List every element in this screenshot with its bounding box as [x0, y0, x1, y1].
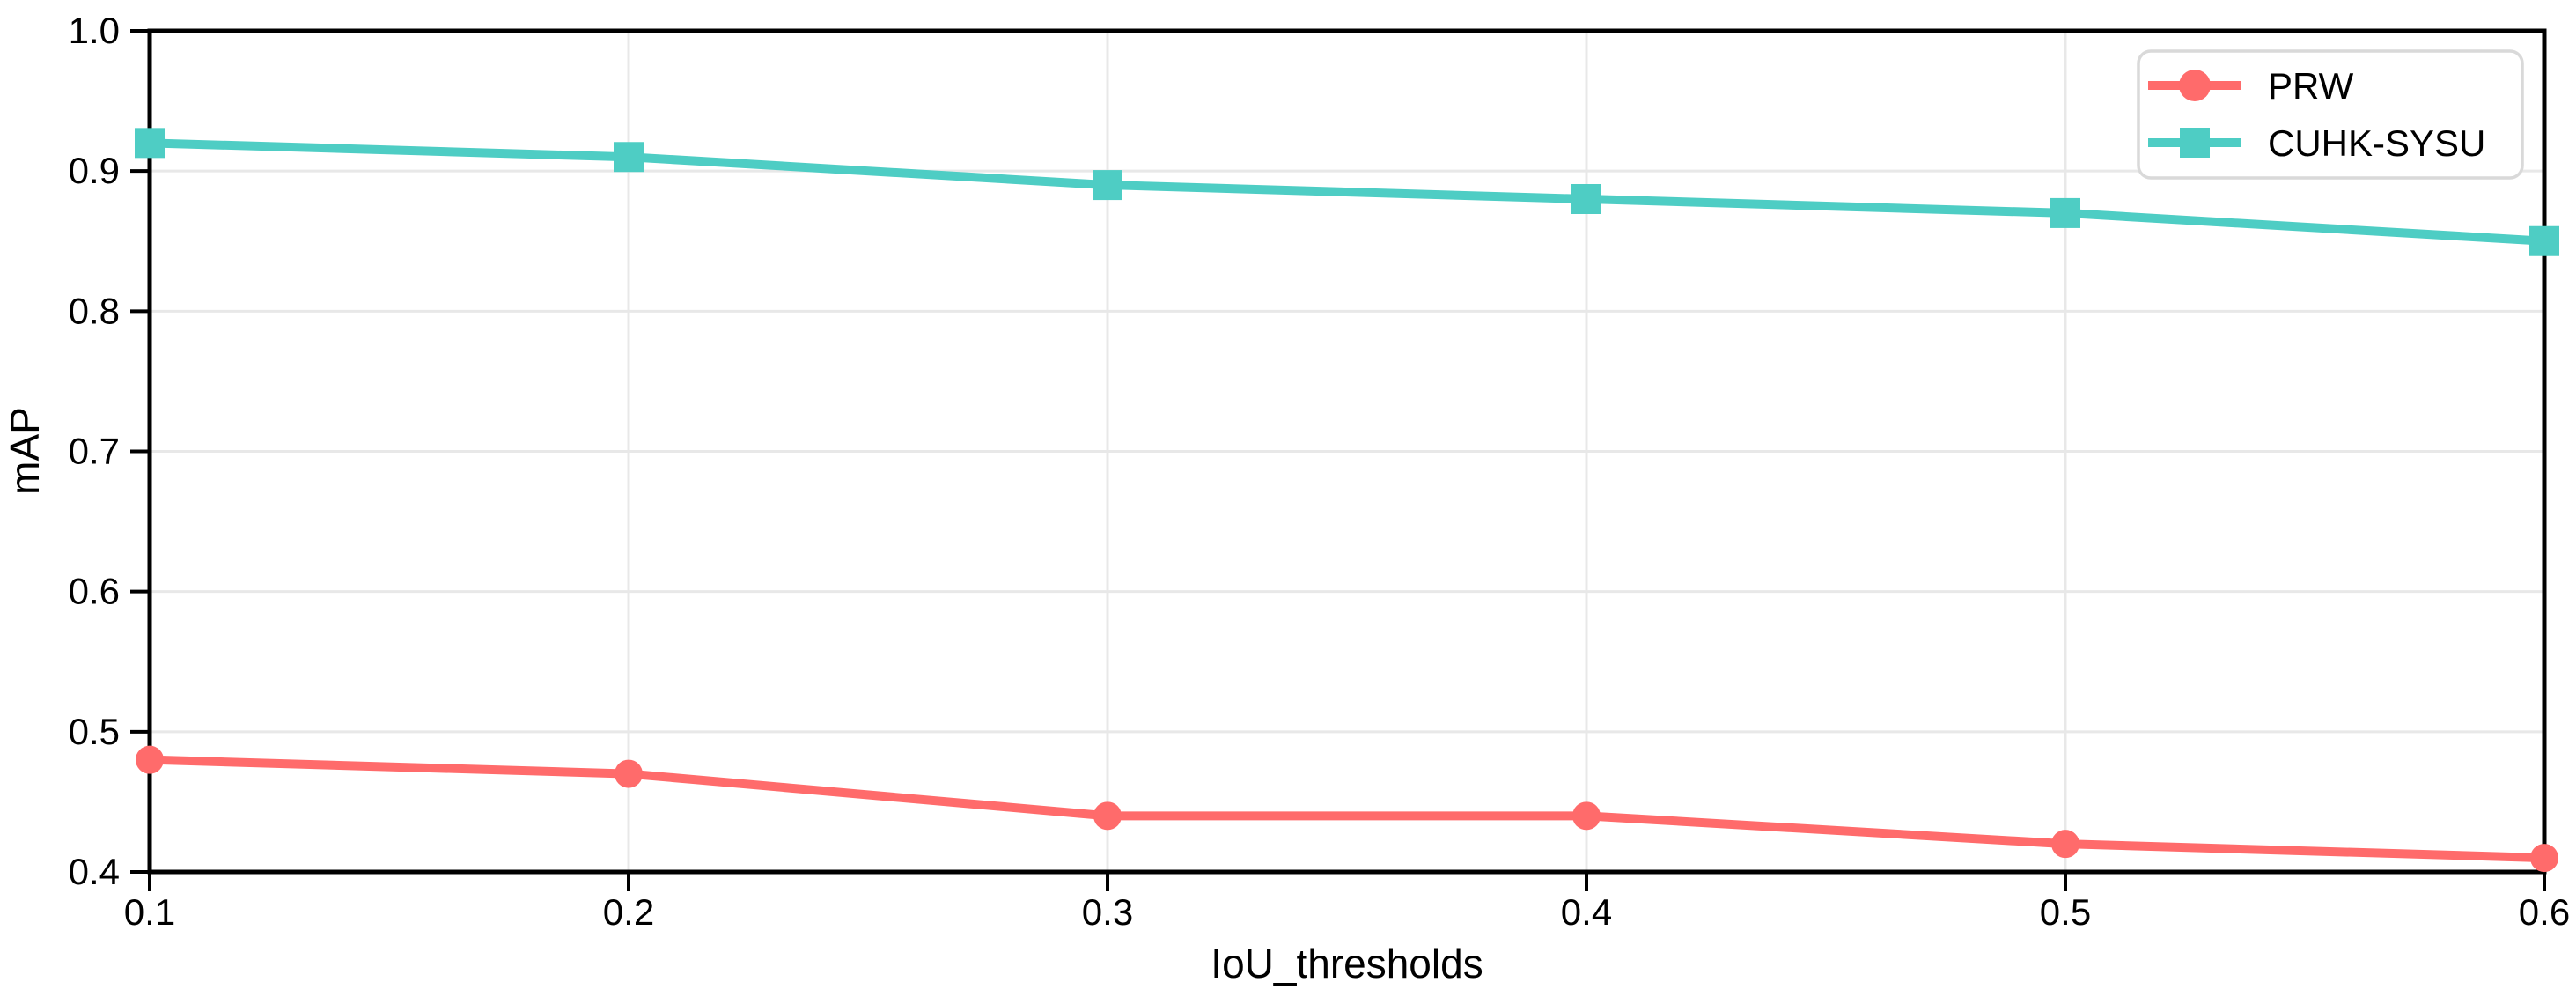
data-point-marker: [615, 759, 643, 788]
legend-item-CUHK-SYSU: CUHK-SYSU: [2148, 122, 2485, 164]
data-point-marker: [2050, 197, 2080, 228]
data-point-marker: [1093, 170, 1122, 201]
x-tick-label: 0.6: [2519, 891, 2570, 933]
data-point-marker: [1572, 801, 1601, 831]
y-axis-label: mAP: [2, 407, 48, 495]
legend-square-marker-icon: [2180, 128, 2210, 158]
axis-ticks: 0.1 0.2 0.3 0.4 0.5 0.6 0.4 0.5 0.6 0.7 0.8 0.9 1.0: [69, 10, 2571, 933]
y-tick-label: 1.0: [69, 10, 120, 51]
data-point-marker: [135, 128, 165, 159]
y-tick-label: 0.5: [69, 711, 120, 752]
data-series: [135, 128, 2559, 873]
data-point-marker: [1093, 801, 1122, 831]
data-point-marker: [2530, 844, 2558, 873]
y-tick-label: 0.6: [69, 571, 120, 612]
data-point-marker: [1571, 184, 1601, 214]
plot-border: [147, 28, 2547, 875]
series-line-PRW: [149, 755, 2545, 863]
y-tick-label: 0.7: [69, 431, 120, 472]
x-axis-label: IoU_thresholds: [1211, 941, 1483, 986]
data-point-marker: [2529, 225, 2559, 256]
legend-item-PRW: PRW: [2148, 65, 2354, 107]
x-tick-label: 0.3: [1082, 891, 1133, 933]
x-tick-label: 0.1: [124, 891, 175, 933]
data-point-marker: [614, 142, 644, 173]
data-point-marker: [2051, 830, 2079, 859]
legend-circle-marker-icon: [2179, 70, 2211, 101]
y-tick-label: 0.9: [69, 150, 120, 191]
y-tick-label: 0.4: [69, 851, 120, 892]
legend: PRW CUHK-SYSU: [2137, 49, 2524, 180]
legend-label: CUHK-SYSU: [2268, 122, 2485, 164]
y-tick-label: 0.8: [69, 290, 120, 331]
series-line-CUHK-SYSU: [149, 138, 2545, 246]
x-tick-label: 0.5: [2040, 891, 2091, 933]
x-tick-label: 0.4: [1561, 891, 1612, 933]
legend-label: PRW: [2268, 65, 2354, 107]
data-point-marker: [136, 745, 164, 774]
x-tick-label: 0.2: [603, 891, 654, 933]
